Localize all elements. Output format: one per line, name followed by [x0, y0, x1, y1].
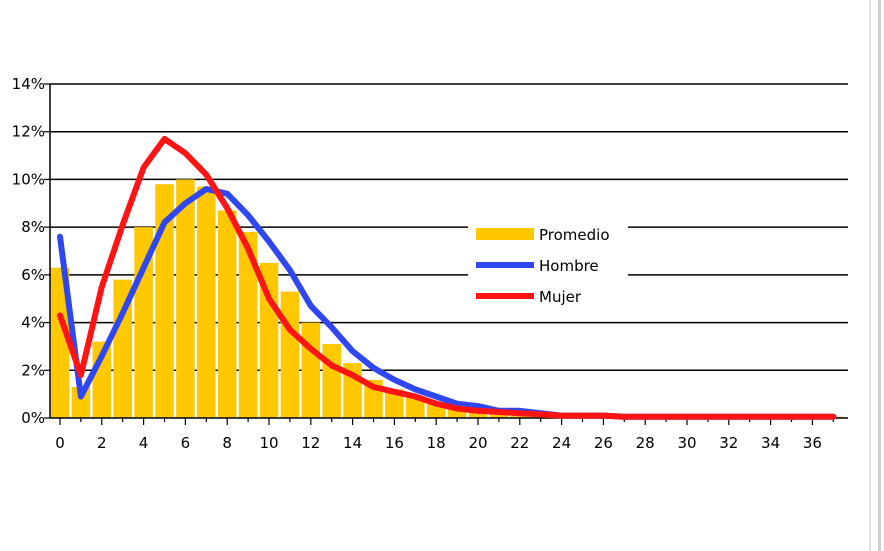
promedio-bar [280, 291, 300, 418]
promedio-bar [447, 408, 467, 418]
x-tick-label: 0 [55, 434, 65, 452]
x-tick-label: 4 [139, 434, 149, 452]
y-tick-label: 6% [21, 266, 45, 284]
x-tick-label: 14 [343, 434, 362, 452]
window-scrollbar-edge[interactable] [878, 0, 881, 551]
y-tick-label: 12% [12, 123, 45, 141]
x-tick-label: 26 [594, 434, 613, 452]
series-line-hombre [57, 186, 837, 420]
y-tick-label: 10% [12, 170, 45, 188]
promedio-bar [71, 386, 91, 418]
series-line-mujer [57, 135, 837, 420]
y-tick-label: 8% [21, 218, 45, 236]
legend-label: Hombre [539, 257, 599, 275]
x-tick-label: 32 [719, 434, 738, 452]
legend: Promedio Hombre Mujer [468, 218, 628, 319]
x-tick-label: 16 [385, 434, 404, 452]
promedio-bar [322, 344, 341, 418]
promedio-bars [50, 179, 843, 418]
x-tick-label: 18 [427, 434, 446, 452]
promedio-bar [197, 186, 216, 418]
x-tick-label: 34 [761, 434, 780, 452]
promedio-bar [385, 389, 404, 418]
promedio-bar [238, 231, 258, 418]
y-tick-label: 0% [21, 409, 45, 427]
promedio-bar [155, 184, 174, 418]
legend-label: Mujer [539, 288, 582, 306]
promedio-bar [406, 396, 425, 418]
y-tick-label: 2% [21, 361, 45, 379]
series-lines [57, 135, 837, 420]
x-tick-label: 10 [259, 434, 278, 452]
x-tick-label: 20 [468, 434, 487, 452]
window-edge-divider [869, 0, 871, 551]
promedio-bar [113, 279, 132, 418]
legend-swatch [476, 228, 534, 240]
x-tick-label: 36 [803, 434, 822, 452]
promedio-bar [217, 210, 237, 418]
axes: 0%2%4%6%8%10%12%14%0 2 4 6 8 10 12 14 16 18 20 22 24… [12, 75, 848, 452]
promedio-bar [489, 413, 509, 418]
x-tick-label: 12 [301, 434, 320, 452]
promedio-bar [176, 179, 195, 418]
promedio-bar [50, 267, 70, 418]
x-tick-label: 6 [181, 434, 191, 452]
grid-lines [50, 83, 848, 372]
x-tick-label: 30 [677, 434, 696, 452]
promedio-bar [468, 410, 488, 418]
x-tick-label: 28 [636, 434, 655, 452]
x-tick-label: 8 [222, 434, 232, 452]
x-tick-label: 22 [510, 434, 529, 452]
y-tick-label: 14% [12, 75, 45, 93]
y-tick-label: 4% [21, 314, 45, 332]
legend-label: Promedio [539, 226, 610, 244]
promedio-bar [301, 322, 321, 418]
x-tick-label: 2 [97, 434, 107, 452]
x-tick-label: 24 [552, 434, 571, 452]
